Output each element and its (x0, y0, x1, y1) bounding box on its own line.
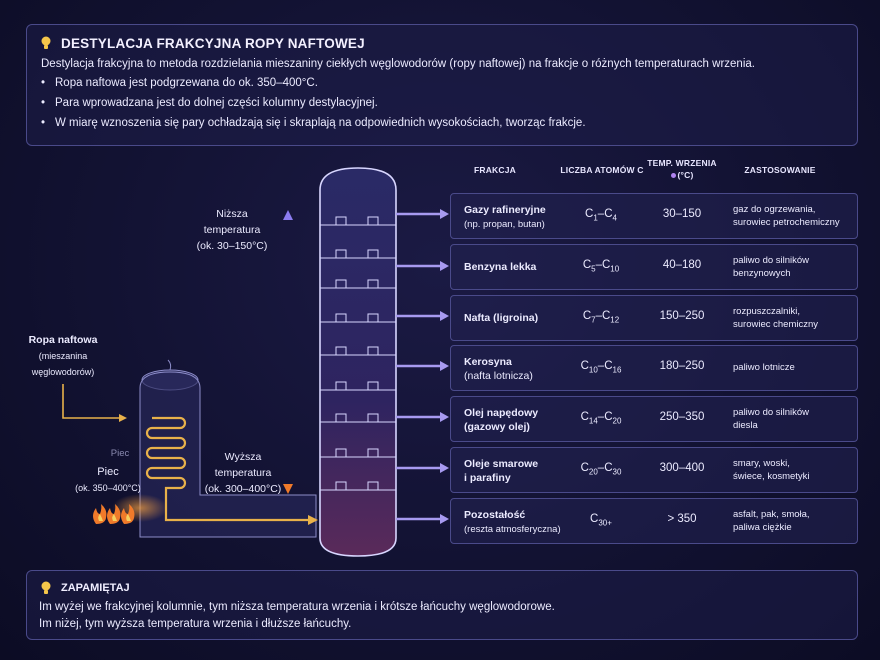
fraction-row: Gazy rafineryjne (np. propan, butan) C1–C… (450, 193, 858, 239)
fraction-name: Benzyna lekka (464, 261, 537, 273)
boiling-range: 300–400 (659, 462, 705, 474)
intro-text: Destylacja frakcyjna to metoda rozdziela… (41, 58, 755, 70)
boiling-range: 30–150 (662, 208, 702, 220)
fraction-row: Nafta (ligroina) C7–C12 150–250 rozpuszc… (450, 295, 858, 341)
fraction-row: Kerosyna (nafta lotnicza) C10–C16 180–250… (450, 345, 858, 391)
fraction-use: smary, woski, świece, kosmetyki (733, 458, 810, 482)
crude-oil-label: Ropa naftowa (mieszanina węglowodorów) (28, 334, 98, 377)
fraction-name: Gazy rafineryjne (np. propan, butan) (464, 204, 546, 230)
fraction-row: Oleje smarowe i parafiny C20–C30 300–400 … (450, 447, 858, 493)
remember-line: Im niżej, tym wyższa temperatura wrzenia… (39, 618, 352, 630)
boiling-range: 250–350 (659, 411, 705, 423)
fraction-use: paliwo lotnicze (733, 362, 795, 373)
bullet-item: • W miarę wznoszenia się pary ochładzają … (41, 117, 586, 129)
col-header-use: ZASTOSOWANIE (744, 165, 816, 175)
high-temperature-label: Wyższa temperatura (ok. 300–400°C) (204, 451, 282, 495)
furnace-label: Piec (ok. 350–400°C) (75, 466, 141, 493)
page-title: DESTYLACJA FRAKCYJNA ROPY NAFTOWEJ (61, 36, 365, 51)
fraction-name: Oleje smarowe i parafiny (464, 458, 539, 484)
fraction-name: Nafta (ligroina) (464, 312, 539, 324)
low-temperature-label: Niższa temperatura (ok. 30–150°C) (196, 208, 268, 252)
fraction-use: gaz do ogrzewania, surowiec petrochemiczn… (733, 204, 840, 228)
col-header-fraction: FRAKCJA (473, 165, 516, 175)
remember-line: Im wyżej we frakcyjnej kolumnie, tym niż… (39, 601, 555, 613)
fraction-row: Benzyna lekka C5–C10 40–180 paliwo do si… (450, 244, 858, 290)
fraction-name: Pozostałość (reszta atmosferyczna) (464, 509, 561, 535)
carbon-count: C14–C20 (580, 411, 622, 426)
carbon-count: C5–C10 (582, 259, 620, 274)
carbon-count: C20–C30 (580, 462, 622, 477)
boiling-range: > 350 (667, 513, 697, 525)
fraction-use: rozpuszczalniki, surowiec chemiczny (733, 306, 818, 330)
lightbulb-icon (41, 36, 51, 49)
carbon-count: C30+ (590, 513, 612, 528)
temperature-gradient-arrow (283, 210, 293, 494)
carbon-count: C10–C16 (580, 360, 622, 375)
fraction-name: Kerosyna (nafta lotnicza) (464, 356, 533, 382)
outlet-arrows (396, 209, 449, 524)
bullet-item: • Ropa naftowa jest podgrzewana do ok. 35… (41, 77, 318, 89)
distillation-column (319, 167, 397, 557)
boiling-range: 150–250 (659, 310, 705, 322)
remember-panel: ZAPAMIĘTAJ Im wyżej we frakcyjnej kolumn… (26, 570, 858, 640)
fraction-row: Olej napędowy (gazowy olej) C14–C20 250–3… (450, 396, 858, 442)
fraction-row: Pozostałość (reszta atmosferyczna) C30+ >… (450, 498, 858, 544)
col-header-carbons: LICZBA ATOMÓW C (560, 165, 644, 175)
col-header-temp: TEMP. WRZENIA (°C) (647, 158, 717, 180)
carbon-count: C7–C12 (582, 310, 620, 325)
lightbulb-icon (41, 581, 51, 594)
fraction-use: paliwo do silników diesla (733, 407, 810, 431)
fraction-name: Olej napędowy (gazowy olej) (464, 407, 539, 433)
fraction-use: paliwo do silników benzynowych (733, 255, 810, 279)
flame-icon (93, 504, 135, 524)
bullet-item: • Para wprowadzana jest do dolnej części … (41, 97, 378, 109)
carbon-count: C1–C4 (585, 208, 617, 223)
remember-title: ZAPAMIĘTAJ (61, 582, 130, 594)
intro-panel: DESTYLACJA FRAKCYJNA ROPY NAFTOWEJ Desty… (26, 24, 858, 146)
boiling-range: 180–250 (659, 360, 705, 372)
furnace-ghost-label: Piec (110, 448, 130, 459)
furnace (62, 359, 318, 538)
fraction-use: asfalt, pak, smoła, paliwa ciężkie (733, 509, 810, 533)
boiling-range: 40–180 (662, 259, 702, 271)
intro-bullets: • Ropa naftowa jest podgrzewana do ok. 35… (41, 77, 586, 137)
